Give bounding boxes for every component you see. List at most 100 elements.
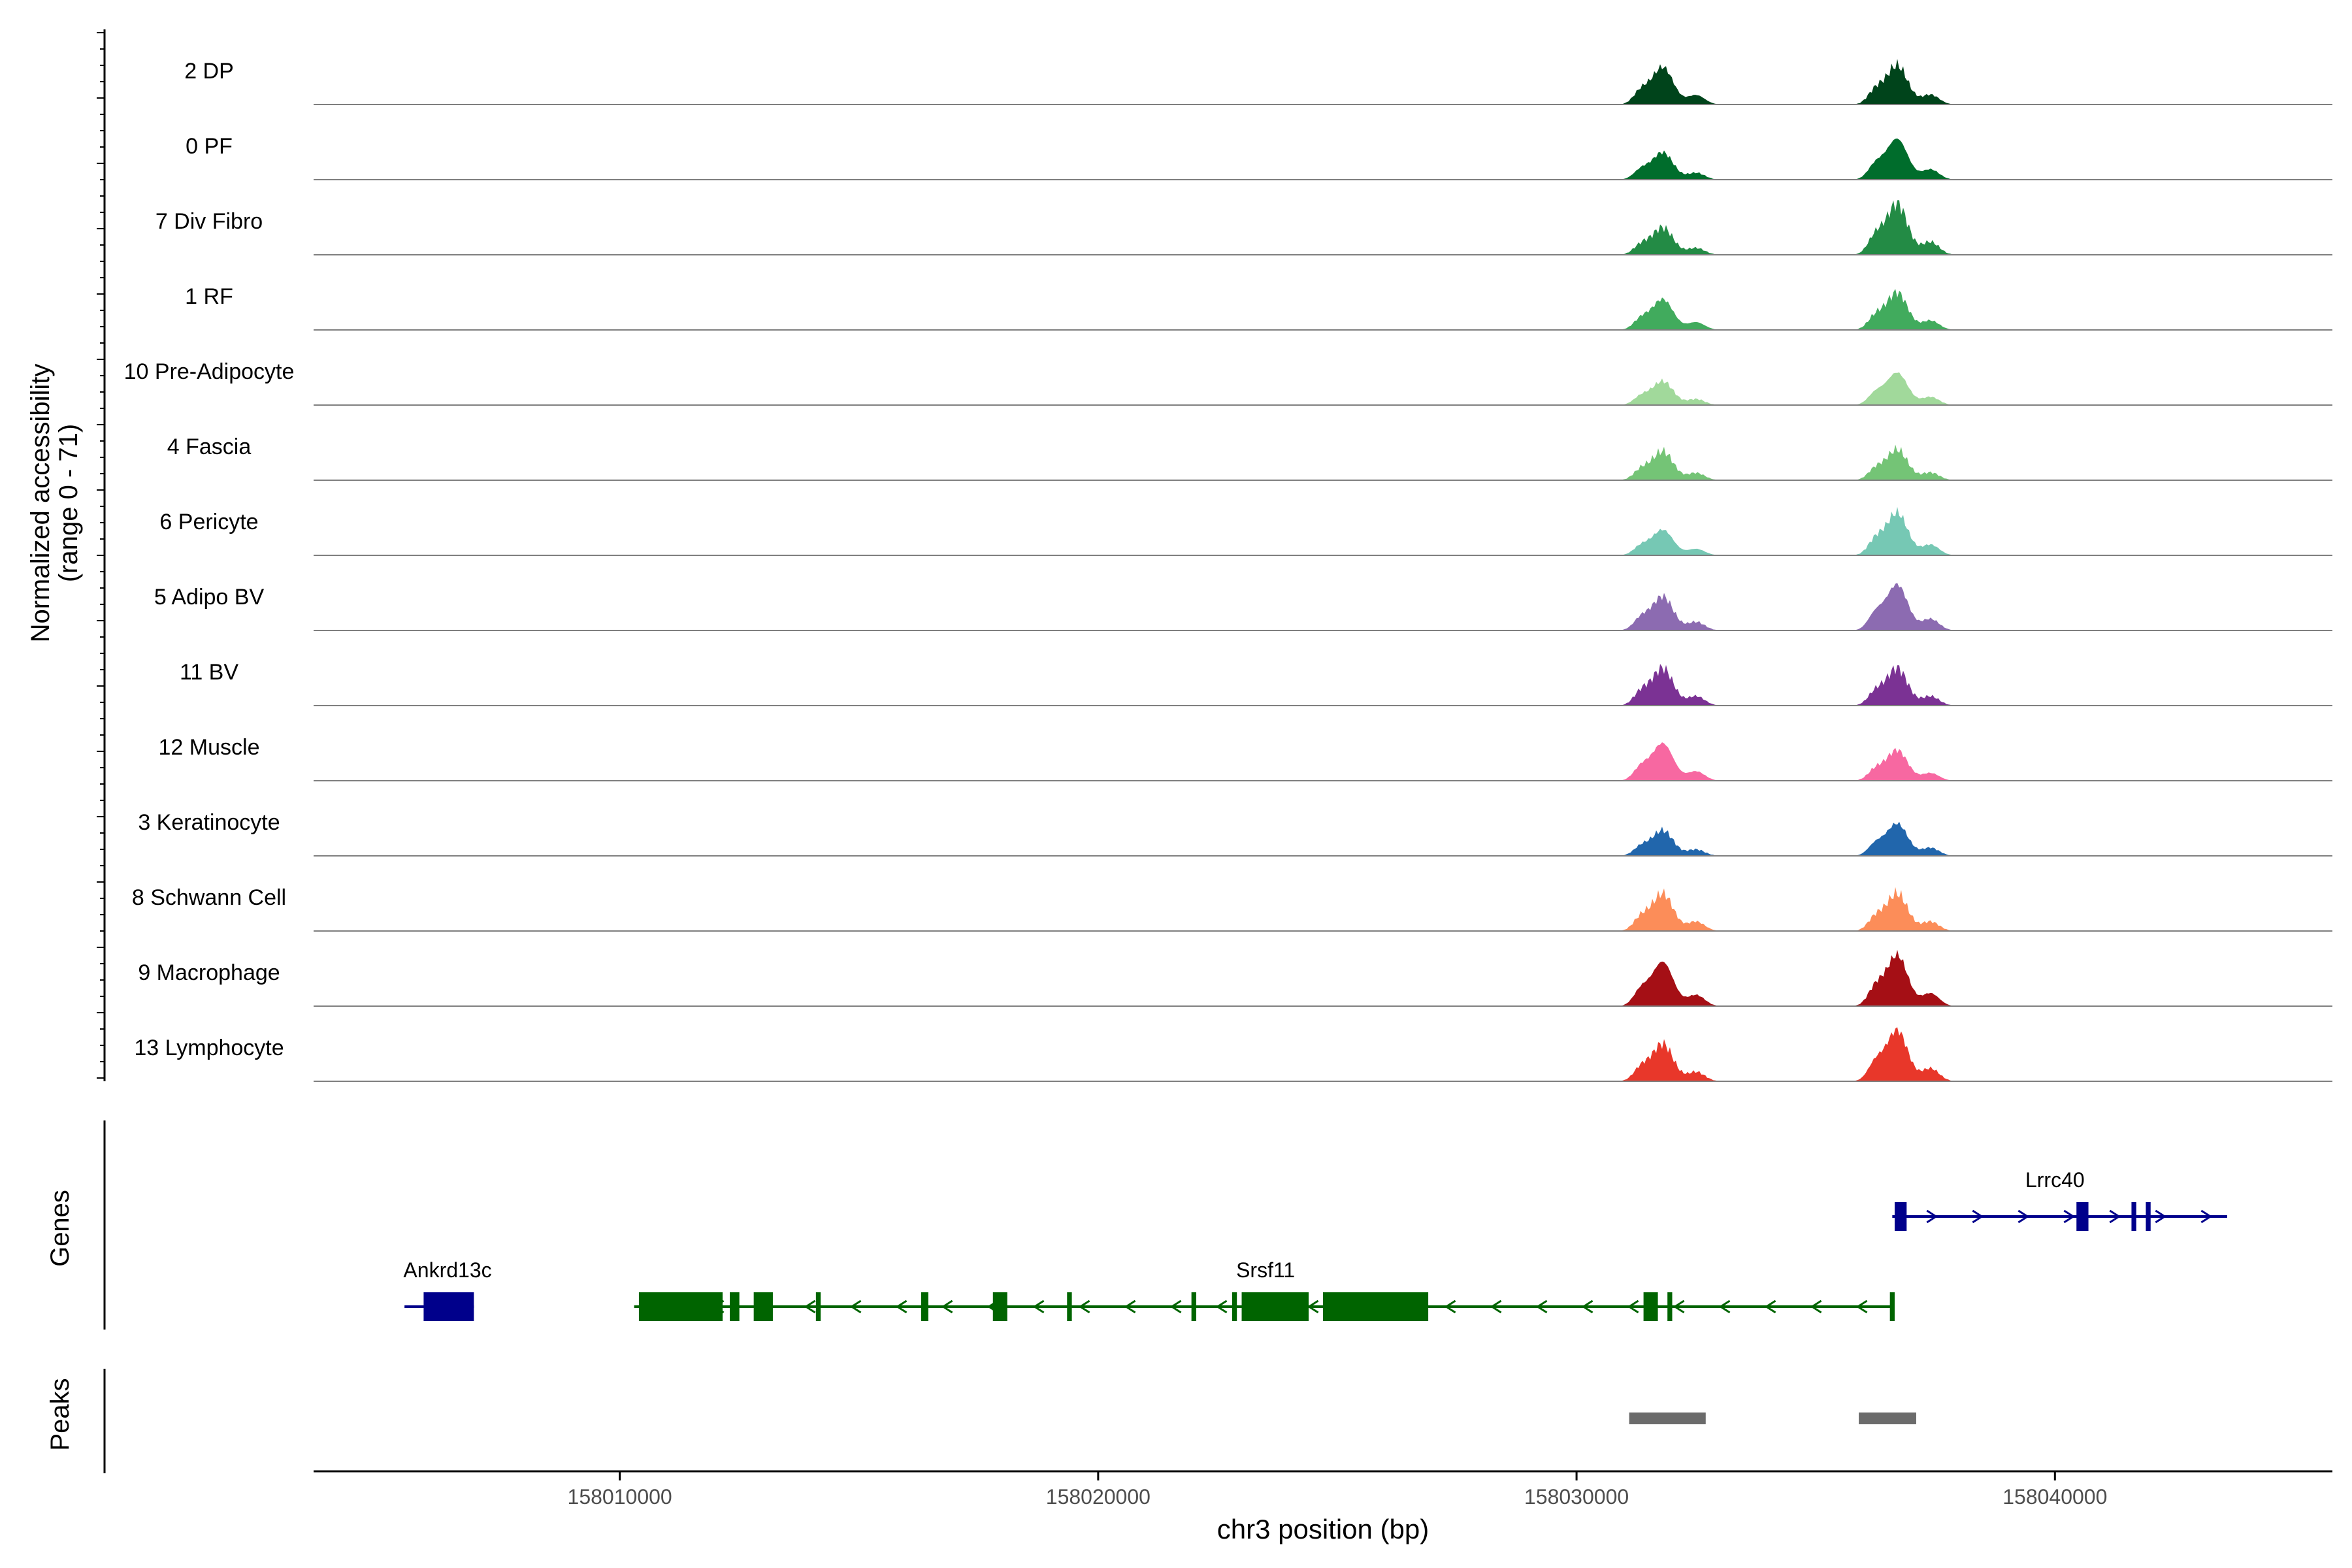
coverage-area [314,444,2332,480]
coverage-y-axis-ticks [97,32,105,1079]
strand-chevron [1169,1299,1182,1314]
strand-chevron [941,1299,953,1314]
coverage-area [314,506,2332,555]
peak-region-track [1629,1413,1916,1424]
strand-chevron [1307,1299,1319,1314]
track-2: 0 PF [186,134,2332,180]
gene-exon [1889,1292,1895,1321]
gene-exon [815,1292,821,1321]
track-7: 6 Pericyte [159,506,2332,556]
strand-chevron [1032,1299,1045,1314]
x-tick-label: 158020000 [1046,1485,1151,1509]
peaks-panel-title: Peaks [46,1378,74,1450]
coverage-area [314,289,2332,330]
coverage-area [314,200,2332,255]
strand-chevron [895,1299,907,1314]
track-12: 8 Schwann Cell [132,885,2332,932]
gene-label: Srsf11 [1236,1258,1295,1282]
strand-chevron [1926,1209,1938,1224]
track-3: 7 Div Fibro [155,200,2332,255]
strand-chevron [1627,1299,1639,1314]
track-8: 5 Adipo BV [154,583,2332,631]
track-1: 2 DP [184,59,2332,105]
x-tick-label: 158040000 [2002,1485,2107,1509]
strand-chevron [2109,1209,2121,1224]
track-label: 9 Macrophage [138,960,280,985]
track-10: 12 Muscle [159,735,2332,781]
y-axis-title-line2: (range 0 - 71) [54,424,83,582]
track-label: 6 Pericyte [159,510,258,534]
x-axis-title: chr3 position (bp) [1217,1514,1429,1544]
strand-chevron [1215,1299,1228,1314]
gene-annotation-track: Lrrc40 Srsf11 Ankrd13c [403,1168,2227,1321]
coverage-area [314,583,2332,630]
gene-exon [730,1292,740,1321]
strand-chevron [849,1299,862,1314]
strand-chevron [1444,1299,1456,1314]
track-label: 4 Fascia [167,434,252,459]
x-axis-ticks: 158010000 158020000 158030000 158040000 [568,1471,2107,1509]
strand-chevron [1124,1299,1136,1314]
track-11: 3 Keratinocyte [138,810,2332,857]
gene-exon [1067,1292,1072,1321]
track-label: 13 Lymphocyte [134,1036,284,1060]
coverage-area [314,821,2332,856]
track-5: 10 Pre-Adipocyte [124,359,2332,406]
track-label: 0 PF [186,134,233,159]
genes-panel-title: Genes [46,1190,74,1267]
strand-chevron [1972,1209,1984,1224]
gene-exon [423,1292,474,1321]
gene-lrrc40: Lrrc40 [1892,1168,2227,1231]
y-axis-title-line1: Normalized accessibility [26,364,55,643]
x-tick-label: 158030000 [1524,1485,1629,1509]
track-label: 2 DP [184,59,234,84]
coverage-tracks: 2 DP 0 PF 7 Div Fibro 1 RF 10 Pre-Adipocyte 4… [124,59,2332,1082]
track-label: 1 RF [185,284,233,309]
gene-exon [2146,1202,2151,1231]
gene-exon [1667,1292,1673,1321]
gene-exon [1191,1292,1196,1321]
gene-label: Ankrd13c [403,1258,491,1282]
strand-chevron [2155,1209,2167,1224]
gene-exon [2131,1202,2136,1231]
strand-chevron [1855,1299,1868,1314]
gene-exon [921,1292,928,1321]
strand-chevron [2200,1209,2213,1224]
gene-exon [753,1292,773,1321]
track-14: 13 Lymphocyte [134,1027,2332,1082]
gene-exon [1241,1292,1309,1321]
coverage-area [314,139,2332,180]
peak-region-bar [1859,1413,1916,1424]
track-label: 3 Keratinocyte [138,810,280,835]
gene-label: Lrrc40 [2025,1168,2085,1192]
coverage-area [314,887,2332,931]
track-6: 4 Fascia [167,434,2332,481]
strand-chevron [1718,1299,1731,1314]
coverage-area [314,949,2332,1006]
track-4: 1 RF [185,284,2332,331]
gene-exon [1643,1292,1658,1321]
strand-chevron [1490,1299,1502,1314]
gene-exon [992,1292,1007,1321]
strand-chevron [804,1299,816,1314]
track-9: 11 BV [180,660,2332,706]
gene-exon [1323,1292,1429,1321]
peak-region-bar [1629,1413,1706,1424]
strand-chevron [1078,1299,1090,1314]
track-label: 8 Schwann Cell [132,885,286,910]
gene-exon [2076,1202,2089,1231]
track-13: 9 Macrophage [138,949,2332,1007]
coverage-area [314,742,2332,781]
gene-exon [638,1292,723,1321]
coverage-area [314,59,2332,105]
x-tick-label: 158010000 [568,1485,672,1509]
track-label: 7 Div Fibro [155,209,263,234]
track-label: 11 BV [180,660,238,685]
strand-chevron [1673,1299,1685,1314]
strand-chevron [2063,1209,2076,1224]
gene-srsf11: Srsf11 [634,1258,1895,1321]
gene-exon [1895,1202,1907,1231]
gene-exon [1232,1292,1237,1321]
coverage-area [314,372,2332,405]
